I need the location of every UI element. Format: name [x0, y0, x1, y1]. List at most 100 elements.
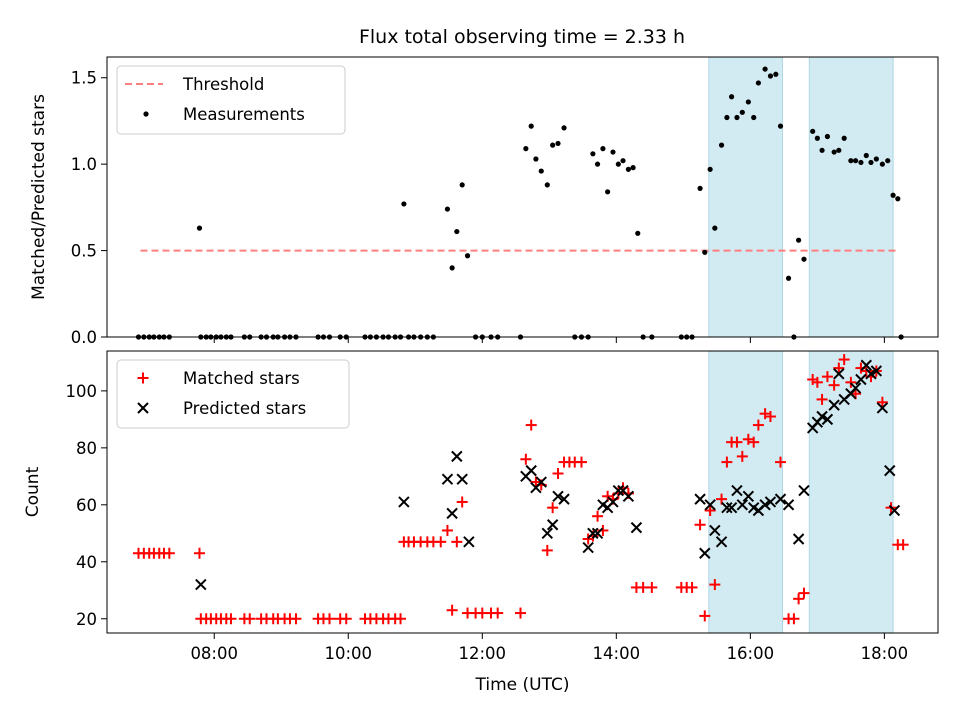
y-tick-label: 0.0	[71, 328, 97, 347]
predicted-star-marker	[759, 499, 771, 511]
matched-star-marker	[646, 581, 658, 593]
matched-star-marker	[838, 354, 850, 366]
matched-star-marker	[451, 536, 463, 548]
top-x-ticks	[213, 337, 885, 343]
measurement-point	[863, 152, 869, 159]
measurement-point	[610, 149, 616, 155]
legend-key-matched	[137, 372, 149, 384]
measurement-point	[751, 114, 757, 121]
matched-star-marker	[395, 613, 407, 625]
predicted-star-marker	[731, 484, 743, 497]
predicted-star-marker	[446, 507, 458, 520]
predicted-star-marker	[552, 490, 564, 502]
predicted-star-marker	[855, 373, 867, 386]
measurement-point	[533, 156, 539, 162]
matched-star-marker	[699, 610, 711, 622]
predicted-star-marker	[742, 490, 755, 502]
predicted-star-marker	[699, 547, 711, 559]
shaded-interval	[808, 350, 894, 634]
top-shaded-intervals	[708, 56, 894, 338]
measurement-point	[718, 142, 725, 148]
measurement-point	[523, 146, 529, 152]
predicted-star-marker	[849, 382, 862, 394]
measurement-point	[819, 147, 825, 153]
measurement-point	[895, 196, 901, 202]
predicted-star-marker	[865, 368, 877, 380]
x-tick-label: 10:00	[324, 644, 372, 663]
measurement-point	[728, 94, 735, 100]
matched-star-marker	[764, 411, 776, 423]
matched-star-marker	[290, 613, 302, 625]
shaded-interval	[708, 56, 784, 338]
measurement-point	[810, 128, 816, 134]
matched-star-marker	[752, 419, 764, 431]
measurement-point	[824, 133, 831, 140]
predicted-star-marker	[828, 399, 840, 411]
measurement-point	[702, 249, 708, 255]
matched-star-marker	[821, 371, 833, 383]
shaded-interval	[708, 350, 784, 634]
measurement-point	[734, 114, 740, 121]
matched-star-marker	[323, 613, 335, 625]
measurement-point	[707, 166, 713, 172]
shaded-interval	[808, 56, 894, 338]
measurement-point	[858, 159, 864, 166]
measurement-point	[555, 140, 561, 147]
matched-star-marker	[552, 467, 564, 479]
x-tick-label: 14:00	[593, 644, 641, 663]
matched-star-marker	[541, 544, 553, 556]
matched-star-marker	[793, 593, 805, 605]
x-tick-label: 08:00	[190, 644, 238, 663]
bottom-y-axis: 20 40 60 80 100	[66, 382, 107, 629]
y-tick-label: 0.5	[71, 242, 97, 261]
predicted-star-marker	[709, 524, 721, 537]
predicted-star-marker	[694, 493, 706, 505]
measurement-point	[836, 147, 842, 153]
matched-star-marker	[845, 376, 857, 388]
matched-star-marker	[748, 436, 760, 448]
predicted-star-marker	[630, 521, 643, 534]
predicted-star-marker	[816, 410, 828, 423]
predicted-star-marker	[591, 527, 604, 540]
top-y-axis: 0.0 0.5 1.0 1.5	[71, 69, 107, 347]
matched-star-marker	[860, 365, 872, 377]
predicted-star-marker	[821, 413, 834, 426]
measurement-point	[868, 159, 874, 166]
predicted-star-marker	[582, 541, 594, 554]
measurement-point	[196, 225, 203, 231]
predicted-star-marker	[833, 368, 845, 380]
bottom-x-axis-label: Time (UTC)	[475, 675, 570, 695]
measurement-point	[773, 71, 779, 77]
measurement-point	[459, 182, 465, 188]
predicted-star-marker	[774, 493, 787, 505]
predicted-star-marker	[704, 499, 716, 511]
measurement-point	[777, 123, 784, 129]
measurement-point	[814, 135, 820, 141]
measurement-point	[841, 135, 847, 141]
predicted-star-marker	[535, 476, 547, 488]
predicted-star-marker	[587, 527, 599, 540]
measurement-point	[590, 151, 596, 157]
predicted-star-marker	[876, 402, 889, 414]
matched-star-marker	[816, 393, 828, 405]
matched-star-marker	[340, 613, 352, 625]
y-tick-label: 60	[76, 496, 97, 515]
predicted-star-marker	[612, 484, 625, 497]
predicted-star-marker	[792, 533, 805, 545]
predicted-star-marker	[195, 578, 207, 591]
y-tick-label: 40	[76, 553, 97, 572]
predicted-star-marker	[782, 499, 795, 511]
predicted-star-marker	[441, 473, 454, 485]
measurement-point	[885, 158, 891, 164]
matched-star-marker	[520, 453, 532, 465]
matched-star-marker	[798, 587, 810, 599]
measurement-point	[852, 158, 859, 164]
predicted-star-marker	[398, 496, 410, 508]
measurement-point	[605, 189, 611, 195]
bottom-shaded-intervals	[708, 350, 894, 634]
measurement-point	[550, 142, 556, 148]
measurement-point	[712, 225, 718, 231]
predicted-star-marker	[558, 493, 570, 505]
measurement-point	[464, 253, 471, 259]
matched-star-marker	[709, 579, 721, 591]
